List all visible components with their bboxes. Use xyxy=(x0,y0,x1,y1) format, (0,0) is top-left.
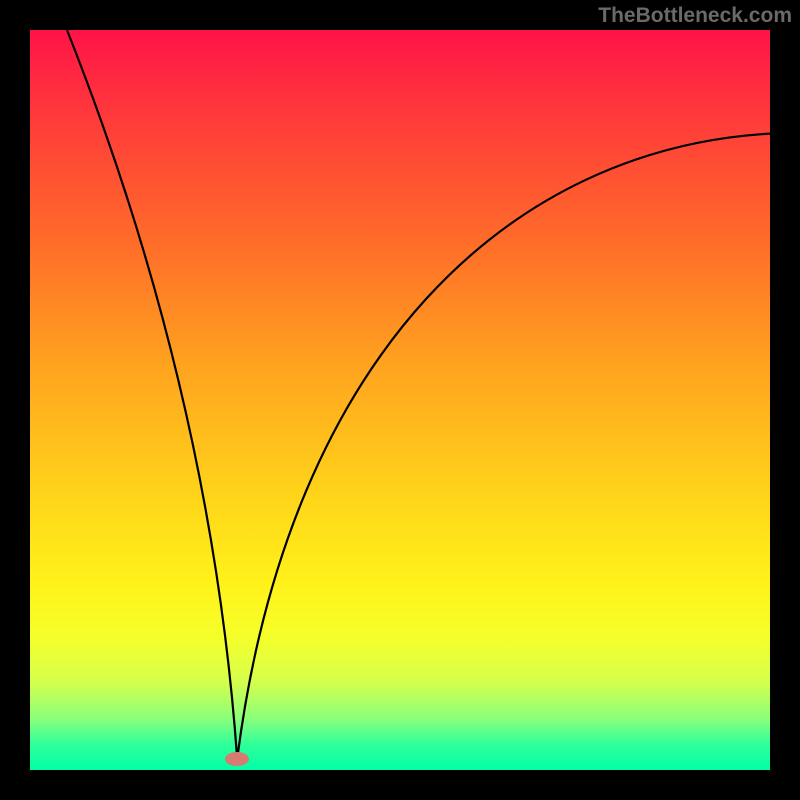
chart-frame: TheBottleneck.com xyxy=(0,0,800,800)
watermark-text: TheBottleneck.com xyxy=(598,4,792,28)
minimum-marker xyxy=(225,752,249,766)
bottleneck-curve xyxy=(30,30,770,770)
plot-area xyxy=(30,30,770,770)
